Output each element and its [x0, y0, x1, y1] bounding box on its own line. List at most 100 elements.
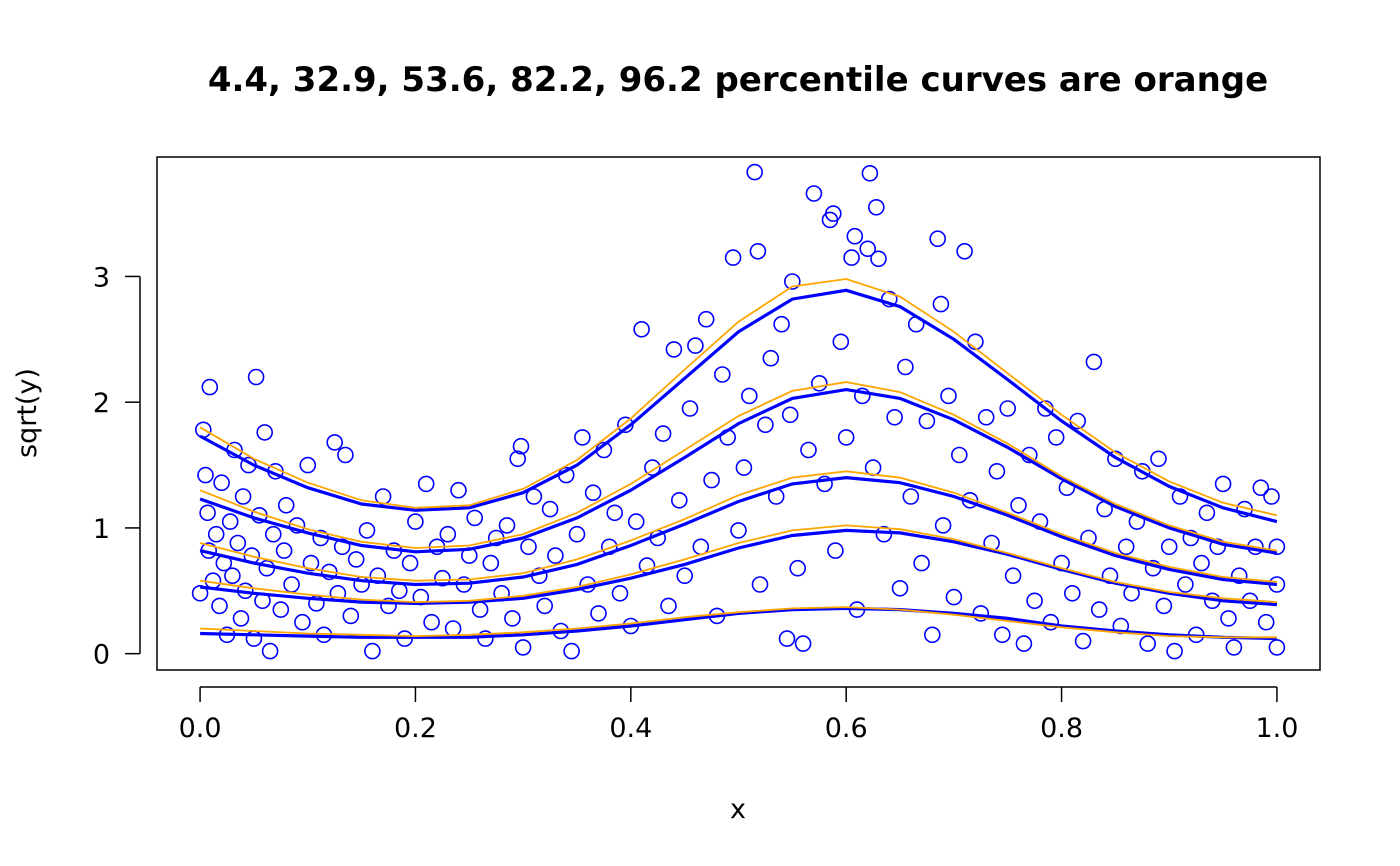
- data-point: [977, 408, 995, 426]
- data-point: [247, 368, 265, 386]
- data-point: [843, 249, 860, 266]
- data-point: [837, 429, 855, 446]
- x-tick-label: 0.0: [179, 713, 222, 744]
- data-point: [1015, 635, 1033, 652]
- data-point: [967, 333, 984, 351]
- data-point: [676, 567, 694, 585]
- percentile-curve: [199, 470, 1277, 583]
- data-point: [439, 525, 457, 543]
- data-point: [1074, 632, 1092, 650]
- data-point: [302, 554, 320, 572]
- data-point: [751, 576, 769, 593]
- data-point: [940, 387, 957, 405]
- data-point: [670, 491, 688, 509]
- fitted-curve: [199, 528, 1278, 607]
- data-point: [853, 387, 871, 405]
- x-tick-label: 0.2: [394, 713, 437, 744]
- data-point: [213, 474, 230, 492]
- data-point: [364, 642, 381, 660]
- data-point: [380, 597, 397, 615]
- data-point: [956, 243, 973, 260]
- x-axis: 0.0 0.2 0.4 0.6 0.8 1.0: [179, 686, 1298, 744]
- data-point: [471, 601, 489, 618]
- data-point: [923, 626, 941, 644]
- data-point: [891, 579, 909, 597]
- data-point: [201, 378, 219, 396]
- data-point: [999, 400, 1017, 417]
- data-point: [781, 406, 799, 424]
- y-tick-label: 1: [93, 514, 110, 545]
- data-point: [536, 597, 554, 615]
- data-point: [665, 341, 683, 358]
- data-point: [417, 475, 435, 493]
- data-point: [1117, 538, 1135, 556]
- data-point: [934, 517, 952, 534]
- data-point: [627, 513, 645, 530]
- data-point: [1155, 597, 1173, 615]
- data-point: [897, 358, 914, 376]
- data-point: [1026, 592, 1043, 610]
- data-point: [880, 290, 898, 308]
- data-point: [859, 240, 877, 258]
- data-point: [654, 425, 672, 442]
- x-tick-label: 0.6: [825, 713, 868, 744]
- data-point: [401, 554, 419, 572]
- data-point: [757, 416, 774, 434]
- percentile-curve: [200, 606, 1277, 639]
- data-point: [875, 525, 893, 543]
- data-point: [207, 525, 225, 543]
- data-point: [294, 613, 311, 631]
- data-point: [1107, 450, 1124, 468]
- data-point: [886, 408, 903, 426]
- data-point: [1047, 429, 1065, 446]
- data-point: [1139, 635, 1156, 652]
- data-point: [498, 517, 516, 534]
- data-point: [1268, 538, 1286, 556]
- data-point: [762, 349, 780, 367]
- data-point: [256, 424, 274, 441]
- data-point: [444, 620, 462, 637]
- data-point: [514, 639, 532, 656]
- chart-title: 4.4, 32.9, 53.6, 82.2, 96.2 percentile c…: [208, 60, 1268, 100]
- data-point: [749, 243, 767, 260]
- data-point: [337, 446, 354, 464]
- data-point: [932, 295, 950, 313]
- data-point: [988, 462, 1006, 480]
- data-point: [681, 400, 699, 417]
- data-point: [1263, 488, 1280, 505]
- plot-frame: [156, 156, 1321, 671]
- data-point: [1252, 479, 1270, 497]
- x-axis-label: x: [730, 794, 746, 825]
- data-point: [1166, 642, 1183, 660]
- data-point: [606, 504, 624, 522]
- data-point: [929, 230, 947, 247]
- data-point: [390, 582, 408, 600]
- y-axis-label: sqrt(y): [12, 368, 43, 458]
- data-point: [477, 630, 494, 647]
- data-point: [993, 626, 1011, 644]
- y-tick-label: 2: [93, 388, 110, 419]
- data-point: [1268, 639, 1286, 656]
- fitted-curve: [199, 475, 1278, 587]
- data-point: [1177, 576, 1194, 593]
- fitted-curve: [199, 288, 1278, 524]
- data-point: [735, 459, 753, 476]
- points-layer: [191, 163, 1286, 660]
- data-point: [584, 484, 602, 502]
- data-point: [197, 466, 214, 484]
- data-point: [789, 559, 807, 577]
- x-tick-label: 0.4: [609, 713, 652, 744]
- data-point: [568, 525, 586, 543]
- data-point: [229, 534, 247, 552]
- data-point: [283, 576, 300, 593]
- data-point: [1004, 567, 1022, 585]
- data-point: [805, 185, 823, 202]
- y-tick-label: 3: [93, 262, 110, 293]
- data-point: [211, 597, 228, 615]
- data-point: [232, 610, 250, 627]
- data-point: [800, 441, 817, 459]
- data-point: [846, 227, 864, 245]
- data-point: [342, 607, 360, 625]
- percentile-curve: [199, 278, 1278, 517]
